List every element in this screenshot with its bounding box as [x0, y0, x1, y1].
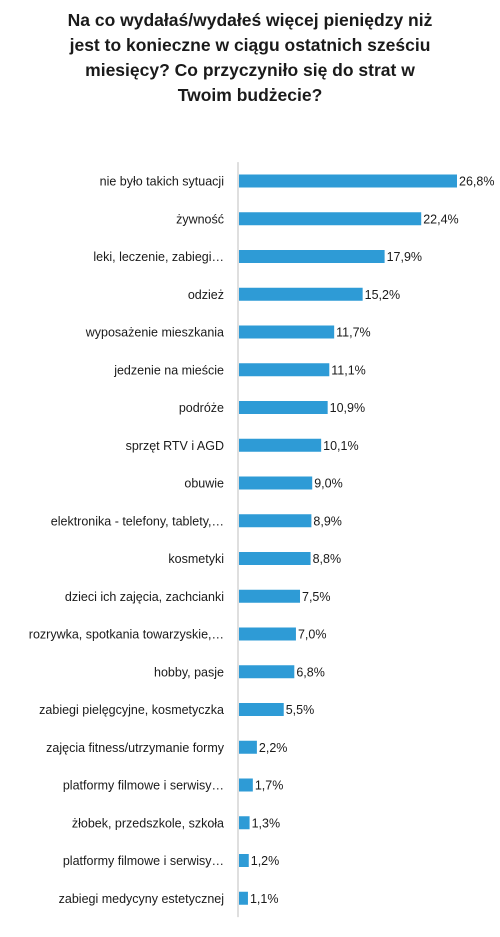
bar [239, 627, 296, 641]
category-label: obuwie [184, 477, 224, 491]
category-label: platformy filmowe i serwisy… [63, 854, 224, 868]
bar [239, 816, 250, 830]
data-label: 11,7% [336, 326, 371, 340]
category-label: zajęcia fitness/utrzymanie formy [46, 741, 225, 755]
data-label: 7,0% [298, 628, 327, 642]
category-label: sprzęt RTV i AGD [126, 439, 224, 453]
data-label: 1,3% [252, 816, 281, 830]
data-label: 15,2% [365, 288, 400, 302]
category-label: żywność [176, 212, 224, 226]
data-label: 6,8% [296, 665, 325, 679]
category-label: nie było takich sytuacji [100, 175, 224, 189]
data-label: 7,5% [302, 590, 331, 604]
bar [239, 476, 313, 490]
bar [239, 589, 301, 603]
data-label: 10,9% [330, 401, 365, 415]
bar [239, 250, 385, 263]
bar [239, 363, 330, 377]
data-label: 1,7% [255, 779, 284, 793]
bar [239, 212, 422, 226]
data-label: 1,2% [251, 854, 280, 868]
data-label: 1,1% [250, 892, 279, 906]
chart-title: Na co wydałaś/wydałeś więcej pieniędzy n… [67, 10, 433, 105]
data-label: 22,4% [423, 212, 458, 226]
bar [239, 438, 322, 452]
category-label: dzieci ich zajęcia, zachcianki [65, 590, 224, 604]
bar [239, 703, 284, 716]
data-label: 10,1% [323, 439, 358, 453]
bar [239, 665, 295, 679]
bar [239, 891, 248, 905]
category-label: elektronika - telefony, tablety,… [51, 514, 224, 528]
bar [239, 287, 363, 301]
category-label: podróże [179, 401, 224, 415]
bar [239, 325, 335, 339]
bar [239, 740, 257, 754]
bar [239, 778, 253, 792]
category-label: wyposażenie mieszkania [85, 326, 224, 340]
category-label: hobby, pasje [154, 665, 224, 679]
category-label: kosmetyki [168, 552, 224, 566]
category-label: rozrywka, spotkania towarzyskie,… [29, 628, 224, 642]
data-label: 11,1% [331, 363, 366, 377]
category-label: platformy filmowe i serwisy… [63, 779, 224, 793]
bar [239, 401, 328, 414]
category-label: leki, leczenie, zabiegi… [93, 250, 224, 264]
bar [239, 854, 249, 867]
category-label: zabiegi medycyny estetycznej [59, 892, 224, 906]
category-label: jedzenie na mieście [113, 363, 224, 377]
category-label: odzież [188, 288, 224, 302]
bar [239, 174, 457, 188]
data-label: 5,5% [286, 703, 315, 717]
data-label: 17,9% [387, 250, 422, 264]
data-label: 9,0% [314, 477, 343, 491]
data-label: 8,9% [313, 514, 342, 528]
category-label: zabiegi pielęgcyjne, kosmetyczka [39, 703, 224, 717]
bar [239, 552, 311, 565]
data-label: 26,8% [459, 175, 494, 189]
data-label: 2,2% [259, 741, 288, 755]
bar [239, 514, 312, 528]
category-label: żłobek, przedszkole, szkoła [72, 816, 224, 830]
data-label: 8,8% [313, 552, 342, 566]
